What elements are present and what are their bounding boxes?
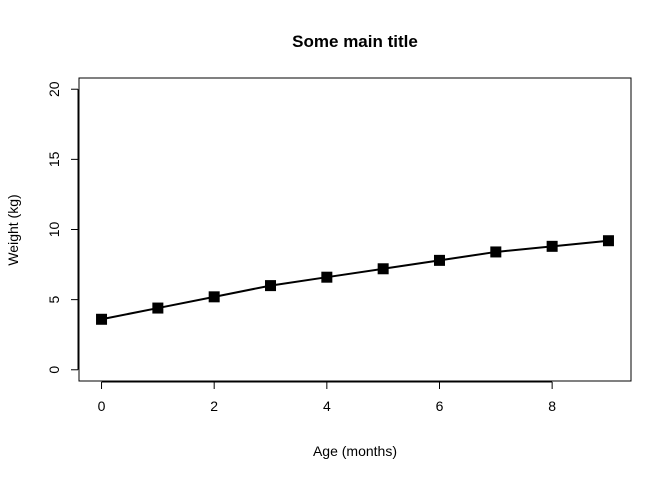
chart-title: Some main title: [292, 32, 418, 51]
plot-frame: [78, 77, 632, 382]
x-tick-label: 6: [436, 398, 444, 414]
x-tick-label: 8: [548, 398, 556, 414]
y-tick-label: 0: [46, 366, 62, 374]
y-tick-label: 5: [46, 296, 62, 304]
x-tick-label: 2: [210, 398, 218, 414]
data-point: [546, 240, 558, 252]
x-tick-label: 4: [323, 398, 331, 414]
data-point: [490, 246, 502, 258]
data-point: [433, 254, 445, 266]
data-point: [602, 235, 614, 247]
data-point: [377, 263, 389, 275]
x-tick-label: 0: [98, 398, 106, 414]
x-axis-label: Age (months): [313, 443, 397, 459]
x-axis: 0 2 4 6 8: [98, 381, 556, 414]
y-axis: 0 5 10 15 20: [46, 81, 79, 374]
y-tick-label: 10: [46, 222, 62, 238]
data-point: [208, 291, 220, 303]
y-tick-label: 20: [46, 81, 62, 97]
data-point: [321, 271, 333, 283]
data-point: [265, 280, 277, 292]
y-tick-label: 15: [46, 151, 62, 167]
series-weight: [96, 235, 614, 325]
data-point: [96, 313, 108, 325]
series-line: [101, 239, 609, 321]
data-point: [152, 302, 164, 314]
y-axis-label: Weight (kg): [5, 194, 21, 265]
